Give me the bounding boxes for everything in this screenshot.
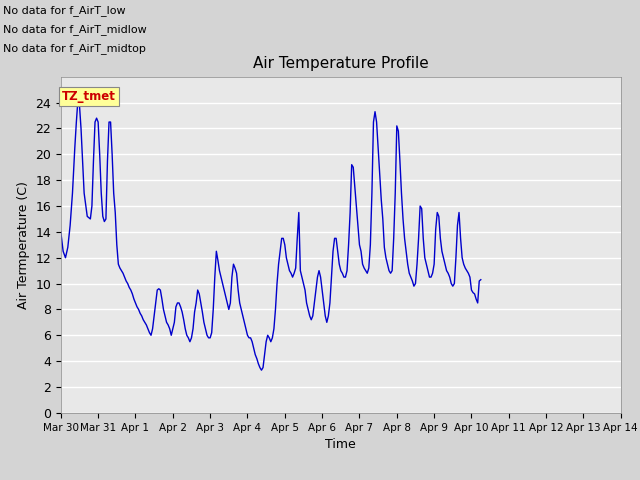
Y-axis label: Air Termperature (C): Air Termperature (C) bbox=[17, 181, 29, 309]
Text: No data for f_AirT_midtop: No data for f_AirT_midtop bbox=[3, 43, 146, 54]
X-axis label: Time: Time bbox=[325, 438, 356, 451]
Title: Air Temperature Profile: Air Temperature Profile bbox=[253, 57, 429, 72]
Legend: AirT 22m: AirT 22m bbox=[293, 478, 388, 480]
Text: No data for f_AirT_low: No data for f_AirT_low bbox=[3, 5, 126, 16]
Text: TZ_tmet: TZ_tmet bbox=[62, 90, 116, 103]
Text: No data for f_AirT_midlow: No data for f_AirT_midlow bbox=[3, 24, 147, 35]
